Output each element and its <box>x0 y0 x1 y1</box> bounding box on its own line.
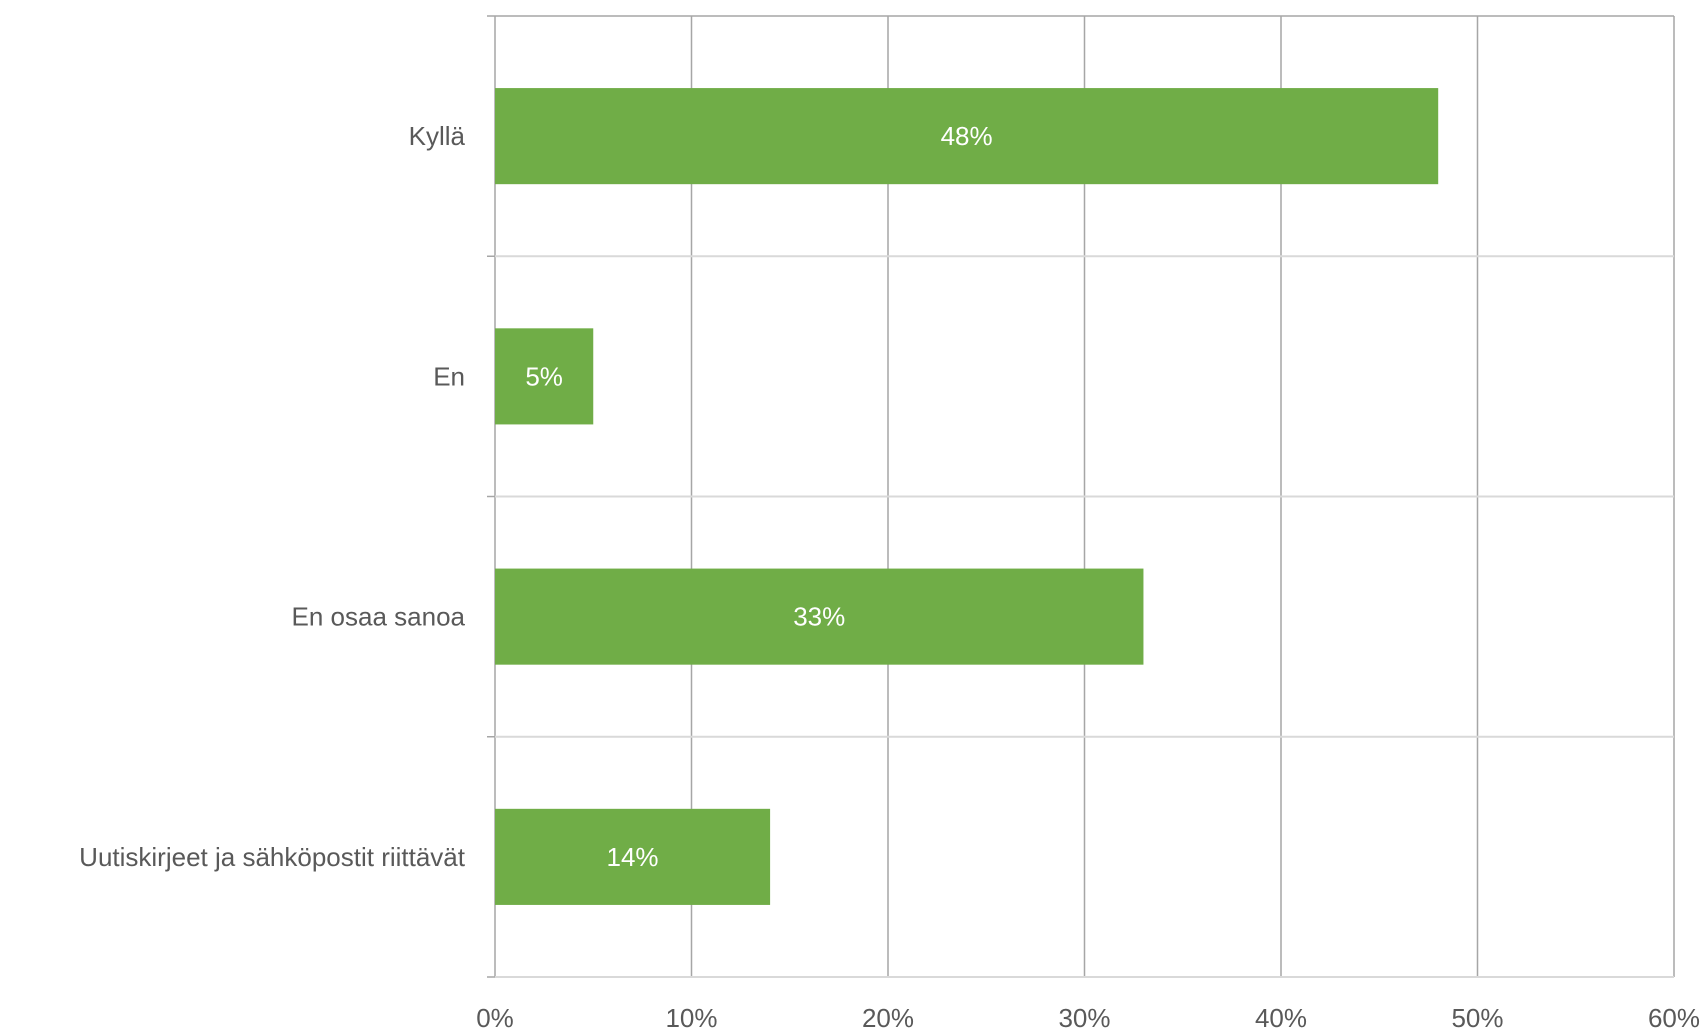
x-tick-label: 40% <box>1255 1003 1307 1032</box>
bar <box>495 88 1439 185</box>
x-tick-label: 50% <box>1451 1003 1503 1032</box>
x-tick-label: 10% <box>665 1003 717 1032</box>
data-label: 14% <box>607 842 659 872</box>
bars <box>495 88 1439 905</box>
data-label: 5% <box>525 361 563 391</box>
category-label: Kyllä <box>409 121 466 151</box>
category-label: En osaa sanoa <box>292 602 466 632</box>
x-tick-label: 60% <box>1648 1003 1700 1032</box>
bar <box>495 568 1144 665</box>
category-labels: Kyllä En En osaa sanoa Uutiskirjeet ja sähk… <box>79 121 466 872</box>
category-label: En <box>433 361 465 391</box>
bar <box>495 808 771 905</box>
x-tick-label: 30% <box>1058 1003 1110 1032</box>
data-label: 48% <box>941 121 993 151</box>
data-label: 33% <box>793 602 845 632</box>
data-labels: 48% 5% 33% 14% <box>525 121 992 872</box>
bar <box>495 328 594 425</box>
x-tick-label: 0% <box>476 1003 514 1032</box>
x-tick-labels: 0% 10% 20% 30% 40% 50% 60% <box>476 1003 1700 1032</box>
x-tick-label: 20% <box>862 1003 914 1032</box>
category-separators <box>487 15 1674 978</box>
category-label: Uutiskirjeet ja sähköpostit riittävät <box>79 842 466 872</box>
